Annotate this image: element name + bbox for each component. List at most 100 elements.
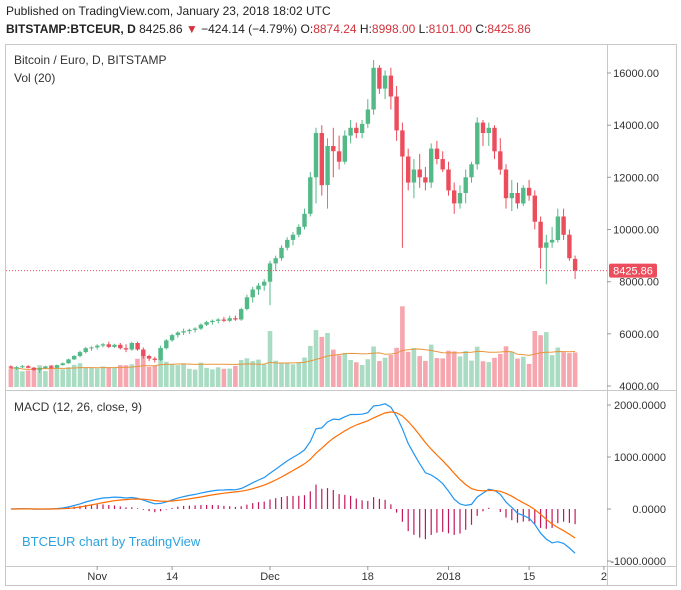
candle-body xyxy=(20,366,25,368)
volume-bar xyxy=(175,365,181,387)
time-tick-label: 18 xyxy=(362,571,374,583)
candle-body xyxy=(388,75,394,97)
candle-body xyxy=(8,366,14,368)
volume-bar xyxy=(279,362,284,387)
volume-bar xyxy=(60,369,65,387)
chart-header: Published on TradingView.com, January 23… xyxy=(0,0,681,40)
volume-bar xyxy=(434,358,440,387)
volume-bar xyxy=(164,361,169,387)
time-axis: Nov 14 Dec 18 2018 15 2 xyxy=(87,566,607,583)
open-label: O: xyxy=(300,22,314,36)
candle-body xyxy=(469,164,474,178)
candle-body xyxy=(325,146,330,186)
candle-body xyxy=(95,345,100,348)
candle-body xyxy=(452,190,457,204)
volume-bar xyxy=(405,351,411,387)
volume-bar xyxy=(567,353,572,387)
volume-bar xyxy=(348,360,353,387)
candle-body xyxy=(221,319,227,321)
volume-bar xyxy=(227,368,232,387)
volume-bar xyxy=(129,364,135,387)
volume-bar xyxy=(106,367,112,387)
volume-bar xyxy=(555,347,561,387)
volume-bar xyxy=(204,367,209,387)
candle-body xyxy=(123,348,129,350)
macd-tick-label: 2000.0000 xyxy=(614,400,666,412)
macd-tick-label: 0.0000 xyxy=(632,504,666,516)
time-tick-label: 15 xyxy=(523,571,535,583)
price-tick-label: 6000.00 xyxy=(619,329,659,341)
candlesticks xyxy=(8,60,578,373)
volume-bar xyxy=(244,358,250,387)
volume-bar xyxy=(54,367,60,387)
time-tick-label: 14 xyxy=(166,571,178,583)
volume-bar xyxy=(474,346,480,387)
candle-body xyxy=(164,340,169,349)
volume-bar xyxy=(192,369,198,387)
down-arrow-icon: ▼ xyxy=(185,22,198,36)
candle-body xyxy=(77,352,83,356)
change-value: −424.14 (−4.79%) xyxy=(201,22,298,36)
last-price-tag-label: 8425.86 xyxy=(613,266,653,278)
volume-bar xyxy=(503,346,509,387)
volume-bar xyxy=(215,367,221,387)
candle-body xyxy=(198,324,204,329)
candle-body xyxy=(486,127,491,133)
volume-bar xyxy=(342,352,348,387)
volume-bar xyxy=(118,365,123,387)
candle-body xyxy=(89,347,94,349)
price-tick-label: 4000.00 xyxy=(619,381,659,393)
tradingview-watermark: BTCEUR chart by TradingView xyxy=(22,534,201,549)
candle-body xyxy=(359,123,365,133)
candle-body xyxy=(192,328,198,330)
volume-bar xyxy=(509,351,515,387)
candle-body xyxy=(233,318,238,320)
volume-bar xyxy=(198,362,204,387)
low-label: L: xyxy=(418,22,429,36)
candle-body xyxy=(273,258,278,264)
ohlc-line: BITSTAMP:BTCEUR, D 8425.86 ▼ −424.14 (−4… xyxy=(6,22,531,36)
candle-body xyxy=(54,365,60,368)
candle-body xyxy=(446,169,451,191)
volume-bar xyxy=(440,358,445,387)
macd-histogram xyxy=(16,484,576,540)
candle-body xyxy=(118,344,123,349)
volume-bar xyxy=(14,367,19,387)
volume-bar xyxy=(325,333,330,387)
candle-body xyxy=(572,258,578,271)
volume-bar xyxy=(284,362,290,387)
volume-bar xyxy=(71,364,77,387)
candle-body xyxy=(400,130,405,157)
last-price: 8425.86 xyxy=(139,22,183,36)
volume-bar xyxy=(77,363,83,387)
volume-bar xyxy=(233,365,238,387)
volume-bar xyxy=(43,371,48,387)
candle-body xyxy=(239,309,244,320)
candle-body xyxy=(515,193,520,204)
price-tick-label: 16000.00 xyxy=(613,68,659,80)
volume-bar xyxy=(480,361,486,387)
volume-bar xyxy=(141,355,146,387)
volume-bar xyxy=(486,362,492,387)
candle-body xyxy=(331,146,336,152)
volume-bar xyxy=(187,368,192,387)
low-value: 8101.00 xyxy=(428,22,473,36)
candle-body xyxy=(423,177,428,183)
volume-bar xyxy=(377,361,382,387)
volume-bar xyxy=(313,330,319,387)
candle-body xyxy=(538,221,543,248)
macd-tick-label: -1000.0000 xyxy=(610,556,666,568)
volume-bar xyxy=(146,366,152,387)
candle-body xyxy=(348,127,353,136)
volume-bar xyxy=(532,331,538,387)
volume-bar xyxy=(112,367,117,387)
time-tick-label: Dec xyxy=(260,571,280,583)
candle-body xyxy=(210,320,215,323)
candle-body xyxy=(549,239,555,243)
candle-body xyxy=(187,329,192,332)
volume-bar xyxy=(302,357,307,387)
candle-body xyxy=(417,169,422,178)
volume-bar xyxy=(66,367,71,387)
volume-bar xyxy=(365,359,371,387)
